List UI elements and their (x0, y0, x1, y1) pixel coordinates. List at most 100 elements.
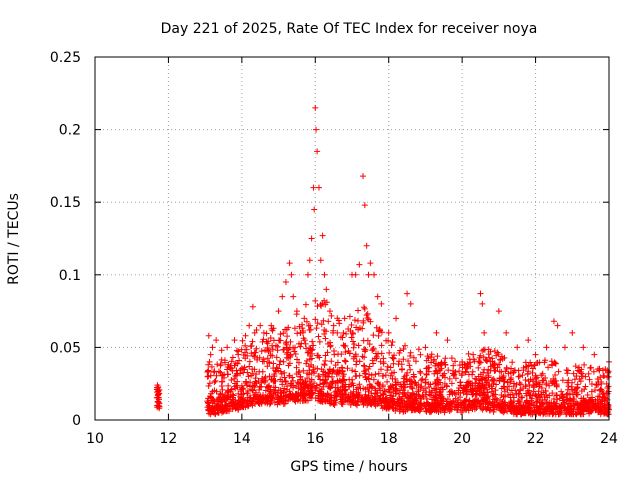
data-point (434, 370, 441, 377)
chart-title: Day 221 of 2025, Rate Of TEC Index for r… (161, 21, 538, 37)
data-point (429, 387, 436, 394)
data-point (375, 379, 382, 386)
data-point (433, 407, 440, 414)
data-point (417, 369, 424, 376)
data-point (402, 408, 409, 415)
data-point (281, 374, 288, 381)
data-point (261, 358, 268, 365)
data-point (313, 126, 320, 133)
data-point (349, 398, 356, 405)
data-point (427, 401, 434, 408)
data-point (492, 387, 499, 394)
data-point (574, 384, 581, 391)
data-point (502, 393, 509, 400)
data-point (383, 400, 390, 407)
data-point (586, 399, 593, 406)
data-point (543, 381, 550, 388)
data-point (334, 359, 341, 366)
data-point (450, 397, 457, 404)
data-point (217, 369, 224, 376)
data-point (355, 342, 362, 349)
data-point (552, 360, 559, 367)
data-point (340, 342, 347, 349)
data-point (393, 379, 400, 386)
data-point (246, 382, 253, 389)
data-point (224, 344, 231, 351)
data-point (212, 400, 219, 407)
data-point (322, 352, 329, 359)
data-point (369, 347, 376, 354)
data-point (306, 257, 313, 264)
data-point (270, 391, 277, 398)
data-point (291, 397, 298, 404)
data-point (277, 331, 284, 338)
data-point (276, 397, 283, 404)
data-point (359, 325, 366, 332)
data-point (479, 406, 486, 413)
data-point (471, 358, 478, 365)
data-point (291, 325, 298, 332)
data-point (219, 372, 226, 379)
data-point (564, 370, 571, 377)
data-point (471, 399, 478, 406)
x-axis-label: GPS time / hours (290, 459, 407, 475)
data-point (417, 395, 424, 402)
data-point (334, 384, 341, 391)
data-point (286, 344, 293, 351)
y-tick-label: 0.1 (59, 268, 81, 284)
data-point (452, 369, 459, 376)
data-point (559, 377, 566, 384)
data-point (543, 344, 550, 351)
data-point (450, 372, 457, 379)
data-point (323, 299, 330, 306)
data-point (512, 367, 519, 374)
data-point (242, 342, 249, 349)
data-point (228, 386, 235, 393)
data-point (266, 359, 273, 366)
data-point (243, 346, 250, 353)
data-point (317, 301, 324, 308)
data-point (564, 390, 571, 397)
data-point (411, 322, 418, 329)
data-point (529, 376, 536, 383)
data-point (322, 335, 329, 342)
data-point (293, 364, 300, 371)
data-point (528, 398, 535, 405)
data-point (476, 391, 483, 398)
data-point (493, 381, 500, 388)
data-point (270, 337, 277, 344)
data-point (591, 403, 598, 410)
data-point (301, 337, 308, 344)
data-point (155, 396, 162, 403)
data-point (311, 206, 318, 213)
data-point (513, 410, 520, 417)
data-point (401, 397, 408, 404)
data-point (510, 398, 517, 405)
data-point (246, 322, 253, 329)
data-point (552, 402, 559, 409)
data-point (360, 362, 367, 369)
data-point (571, 376, 578, 383)
data-point (390, 360, 397, 367)
data-point (225, 388, 232, 395)
data-point (366, 341, 373, 348)
data-point (537, 410, 544, 417)
data-point (552, 360, 559, 367)
data-point (270, 365, 277, 372)
data-point (449, 401, 456, 408)
data-point (325, 318, 332, 325)
data-point (290, 377, 297, 384)
data-point (407, 395, 414, 402)
data-point (319, 232, 326, 239)
y-tick-label: 0.2 (59, 123, 81, 139)
data-point (439, 372, 446, 379)
data-point (444, 337, 451, 344)
data-point (463, 391, 470, 398)
data-point (293, 308, 300, 315)
data-point (490, 380, 497, 387)
data-point (155, 390, 162, 397)
data-point (534, 404, 541, 411)
data-point (423, 370, 430, 377)
data-point (494, 364, 501, 371)
data-point (373, 324, 380, 331)
